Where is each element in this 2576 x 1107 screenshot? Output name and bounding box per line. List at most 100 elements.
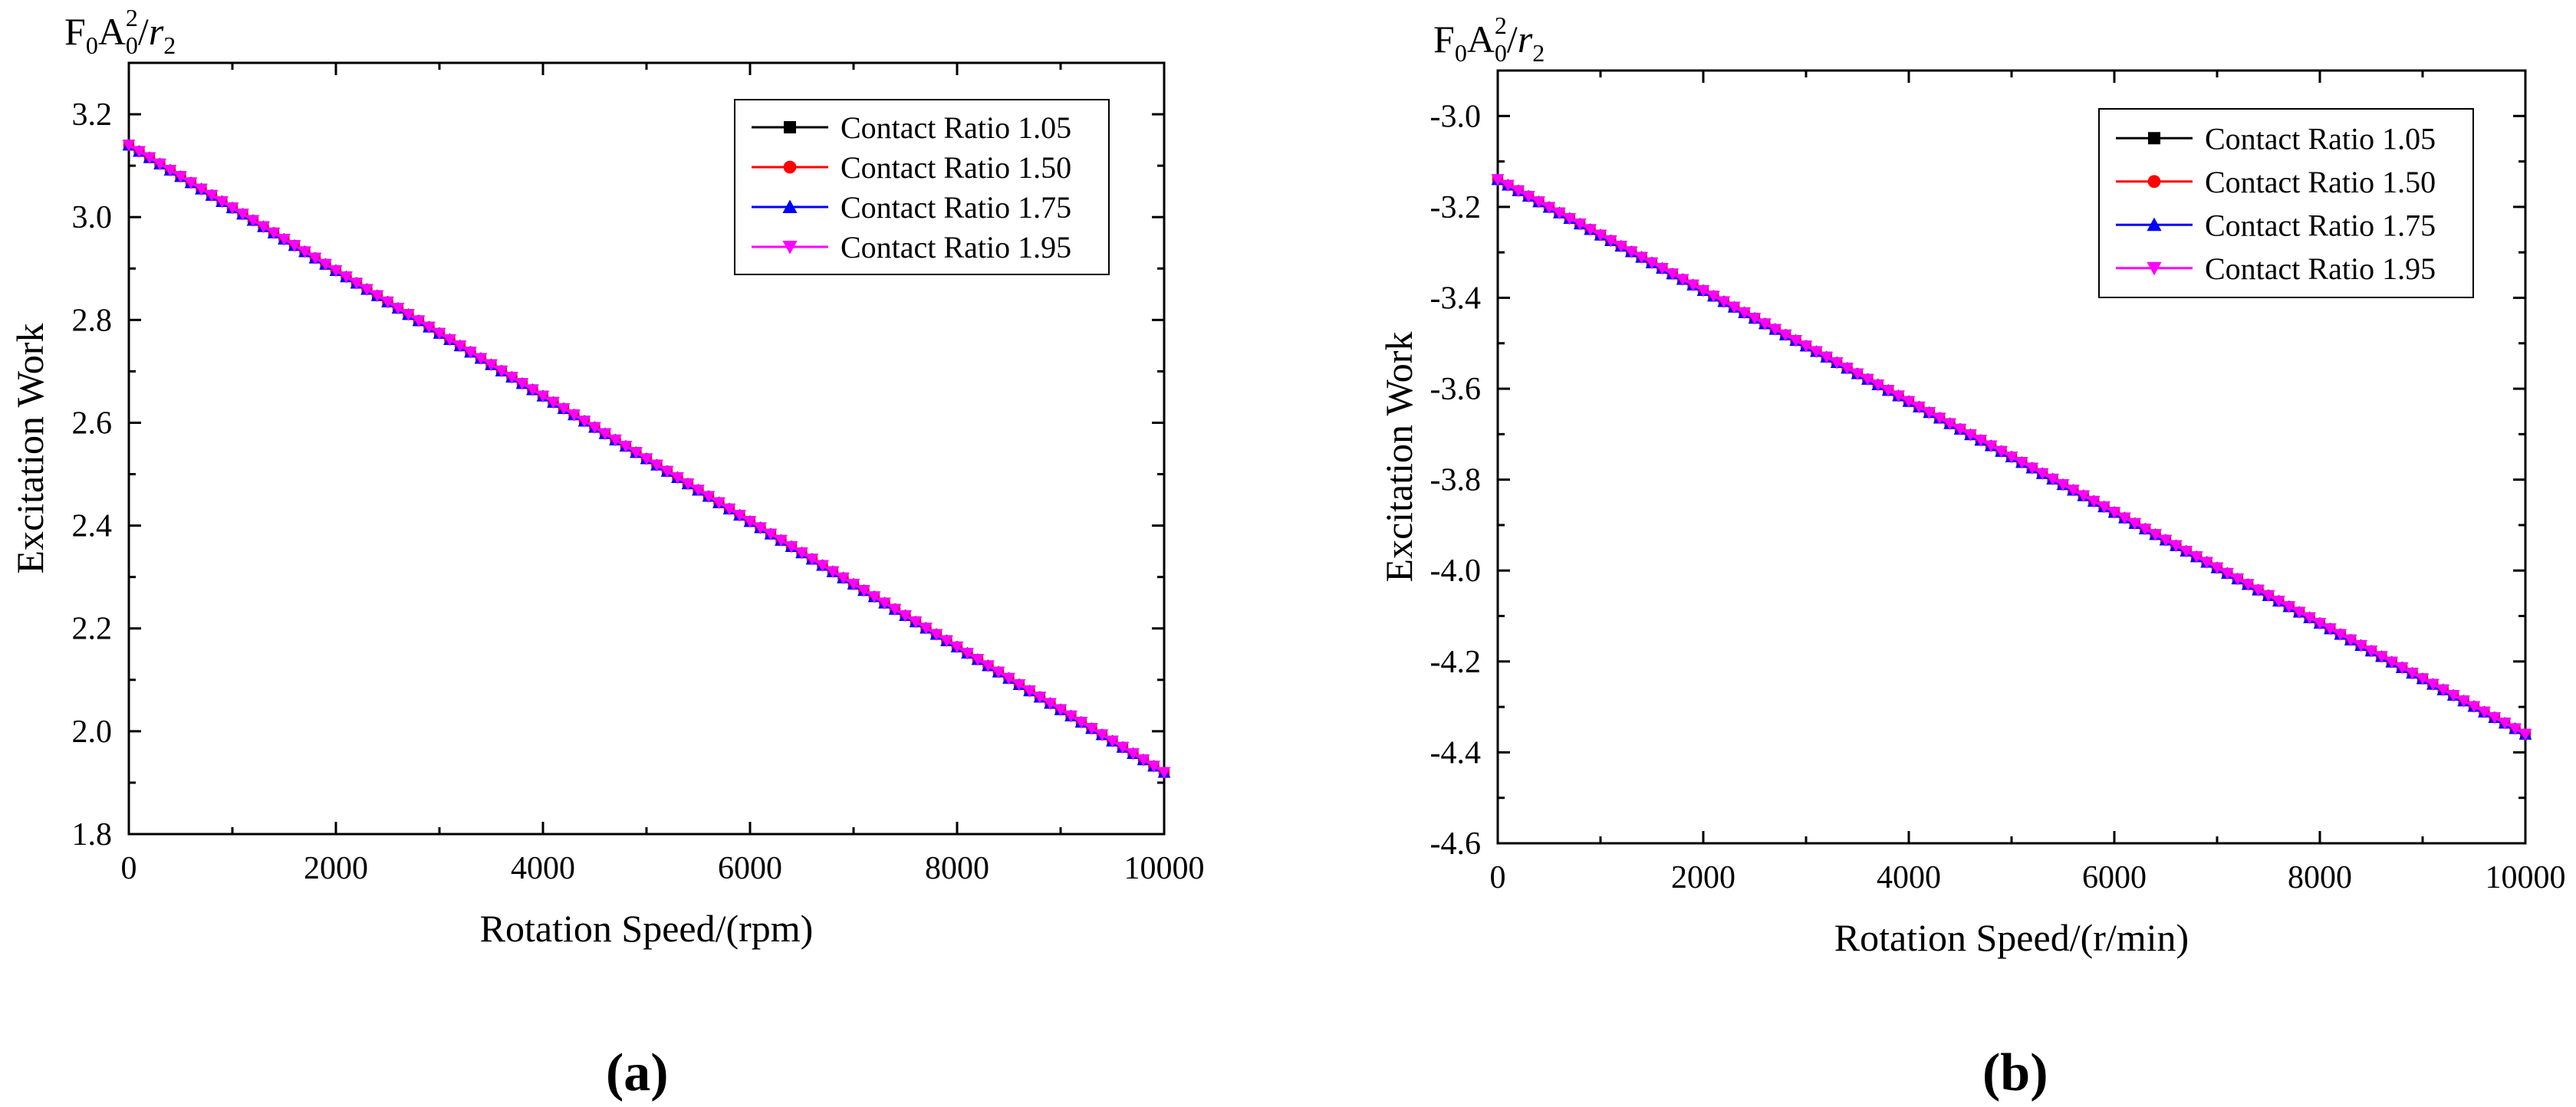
series-3-marker	[215, 195, 229, 209]
series-3-marker	[2478, 706, 2491, 719]
series-3-marker	[1861, 373, 1874, 386]
series-3-marker	[391, 303, 405, 315]
series-3-marker	[692, 485, 705, 497]
series-3-marker	[526, 384, 539, 396]
series-3-marker	[267, 227, 281, 240]
panel-caption-b: (b)	[1982, 1043, 2048, 1102]
series-3-marker	[2334, 629, 2347, 641]
series-3-marker	[878, 597, 891, 610]
series-3-marker	[433, 327, 446, 340]
series-3-marker	[225, 202, 239, 215]
unit-A: A	[98, 10, 126, 53]
series-3-marker	[2272, 596, 2285, 608]
series-3-marker	[370, 290, 384, 303]
series-3-marker	[1964, 429, 1977, 442]
series-3-marker	[1738, 307, 1751, 320]
series-3-marker	[577, 416, 591, 428]
series-3-marker	[1044, 698, 1057, 710]
series-3-marker	[619, 441, 633, 453]
series-3-marker	[381, 296, 394, 309]
series-3-marker	[2138, 524, 2152, 536]
series-3-marker	[2128, 517, 2142, 531]
series-3-marker	[1758, 318, 1772, 330]
series-3-marker	[1645, 257, 1659, 270]
series-3-marker	[1157, 767, 1171, 779]
series-3-marker	[795, 547, 808, 560]
series-3-marker	[1666, 268, 1679, 281]
unit-F-subscript: 0	[1455, 39, 1467, 67]
x-tick-label: 2000	[1671, 860, 1735, 895]
series-3-marker	[2149, 529, 2162, 541]
series-3-marker	[2509, 723, 2522, 735]
unit-r-subscript: 2	[1532, 39, 1545, 67]
unit-A-superscript: 2	[1495, 11, 1507, 39]
y-tick-label: -3.2	[1430, 190, 1482, 225]
series-3-marker	[2231, 573, 2245, 586]
series-3-marker	[867, 591, 881, 603]
chart-panel-a: 0 2000 4000 6000 8000 10000 1.8 2.0 2.2 2.4 2.6 2.8…	[8, 4, 1205, 950]
series-3-marker	[1147, 760, 1160, 773]
series-3-marker	[992, 666, 1005, 679]
series-3-marker	[2385, 656, 2399, 669]
series-3-marker	[681, 478, 695, 491]
legend-marker	[2148, 132, 2160, 145]
series-3-marker	[1974, 435, 1988, 447]
x-tick-label: 4000	[1877, 860, 1941, 895]
legend-label: Contact Ratio 1.05	[841, 110, 1071, 145]
series-3-marker	[2067, 485, 2080, 497]
series-3-marker	[2180, 545, 2193, 558]
y-tick-label: 2.0	[72, 714, 113, 750]
y-tick-label: -3.8	[1430, 463, 1482, 498]
y-unit-label: F0A2 0/r2	[1433, 11, 1545, 67]
y-tick-label: -4.2	[1430, 645, 1482, 680]
x-axis-label: Rotation Speed/(r/min)	[1834, 916, 2189, 959]
series-3-marker	[1696, 284, 1710, 297]
y-tick-label: -3.6	[1430, 372, 1482, 407]
series-3-marker	[1624, 246, 1638, 258]
series-3-marker	[1584, 224, 1597, 236]
series-3-marker	[588, 422, 601, 434]
legend-label: Contact Ratio 1.50	[841, 150, 1071, 185]
series-3-marker	[2200, 557, 2213, 569]
series-3-marker	[640, 453, 653, 465]
series-3-marker	[1491, 174, 1505, 186]
series-3-marker	[754, 522, 767, 534]
series-3-marker	[1810, 346, 1823, 358]
series-3-marker	[722, 503, 736, 516]
series-3-marker	[2077, 490, 2091, 503]
series-3-marker	[2046, 473, 2059, 486]
legend-marker	[2147, 261, 2162, 276]
series-3-marker	[1023, 685, 1036, 698]
series-3-marker	[515, 378, 529, 390]
series-3-marker	[2457, 695, 2470, 708]
legend-marker	[2147, 175, 2161, 189]
series-3-marker	[1748, 313, 1762, 325]
x-tick-label: 2000	[304, 851, 368, 886]
series-3-marker	[1012, 678, 1026, 691]
legend: Contact Ratio 1.05 Contact Ratio 1.50 Cont…	[2098, 108, 2474, 298]
unit-r: r	[149, 10, 164, 53]
legend-box	[734, 99, 1110, 275]
y-tick-label: 2.6	[72, 406, 113, 441]
unit-A-subscript: 0	[126, 31, 138, 59]
series-3-marker	[474, 353, 488, 365]
series-3-marker	[1532, 196, 1545, 209]
unit-A-superscript: 2	[126, 4, 138, 31]
series-3-marker	[598, 428, 612, 441]
series-3-marker	[340, 271, 353, 284]
series-3-marker	[1933, 412, 1946, 425]
y-tick-label: -4.6	[1430, 826, 1482, 862]
series-3-marker	[2170, 540, 2183, 553]
y-tick-label: 1.8	[72, 817, 113, 852]
series-3-marker	[2056, 479, 2070, 491]
series-3-marker	[2107, 507, 2121, 519]
series-3-marker	[1881, 385, 1895, 397]
series-3-marker	[1676, 274, 1689, 286]
series-3-marker	[319, 258, 332, 271]
series-3-marker	[2395, 662, 2409, 675]
series-3-marker	[2221, 567, 2234, 580]
x-tick-label: 4000	[511, 851, 575, 886]
series-3-marker	[764, 528, 778, 540]
series-3-marker	[982, 660, 995, 672]
unit-F: F	[64, 10, 86, 53]
